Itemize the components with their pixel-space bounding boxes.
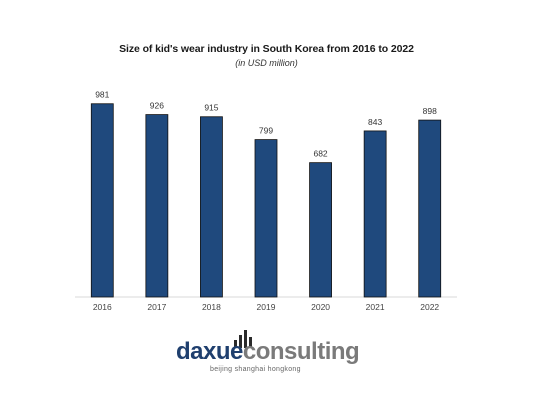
bar-2016 (90, 103, 114, 298)
bar-2019 (254, 139, 278, 298)
chart-title: Size of kid's wear industry in South Kor… (119, 43, 414, 55)
x-tick-label-2020: 2020 (311, 302, 330, 312)
x-tick-label-2018: 2018 (202, 302, 221, 312)
data-label-2016: 981 (95, 90, 109, 100)
data-label-2022: 898 (423, 106, 437, 116)
data-label-2018: 915 (204, 103, 218, 113)
logo-wordmark: daxueconsulting (176, 338, 360, 365)
chart-subtitle: (in USD million) (235, 58, 298, 68)
bar-2017 (145, 114, 169, 298)
data-label-2021: 843 (368, 117, 382, 127)
x-tick-label-2019: 2019 (257, 302, 276, 312)
data-label-2017: 926 (150, 101, 164, 111)
logo-bars-icon (234, 328, 256, 348)
daxue-consulting-logo: daxueconsulting beijing shanghai hongkon… (176, 326, 366, 386)
logo-word-part2: consulting (242, 338, 360, 365)
bar-2021 (363, 130, 387, 298)
bar-2022 (418, 119, 442, 298)
bar-2018 (200, 116, 223, 298)
x-tick-label-2017: 2017 (147, 302, 166, 312)
x-tick-label-2021: 2021 (366, 302, 385, 312)
x-tick-label-2022: 2022 (420, 302, 439, 312)
logo-word-part1: daxue (176, 338, 243, 365)
x-tick-label-2016: 2016 (93, 302, 112, 312)
logo-tagline: beijing shanghai hongkong (210, 366, 301, 373)
bar-2020 (309, 162, 332, 298)
data-label-2019: 799 (259, 126, 273, 136)
data-label-2020: 682 (313, 149, 327, 159)
